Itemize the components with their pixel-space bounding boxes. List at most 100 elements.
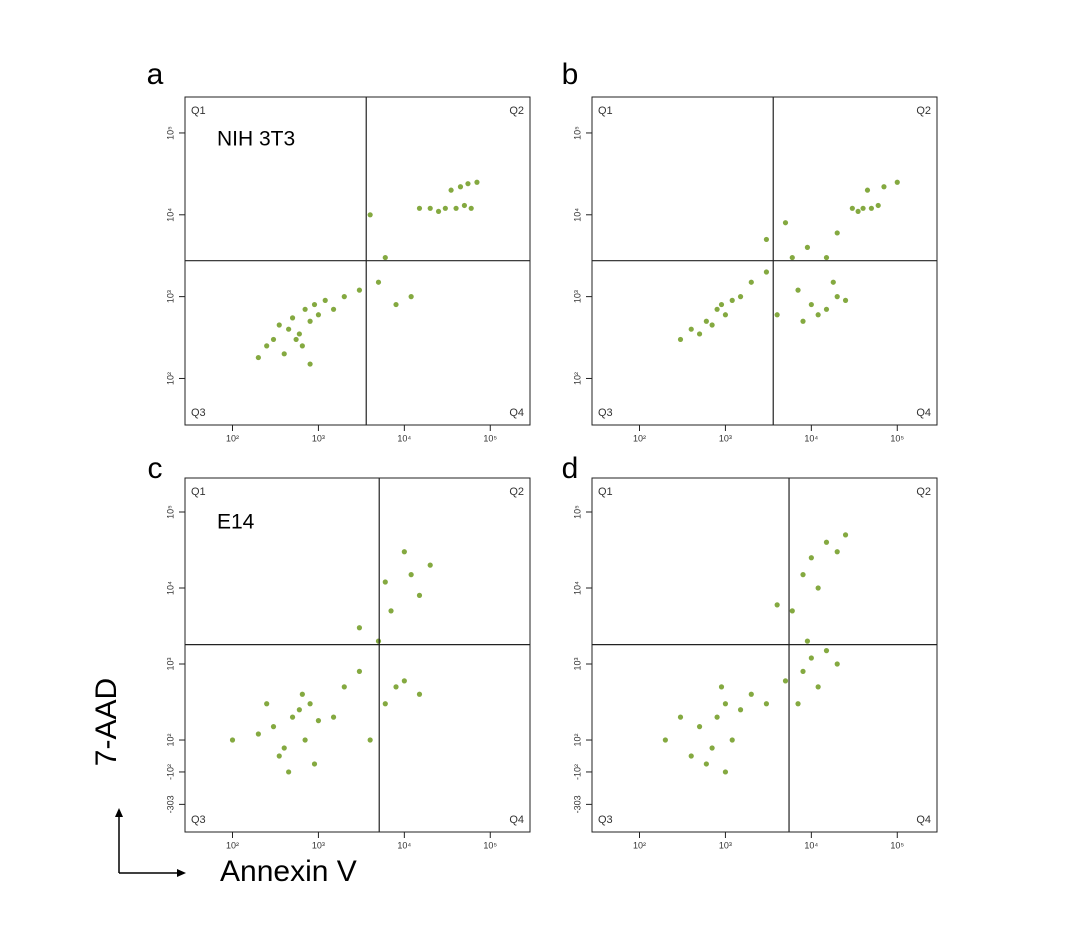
data-point — [729, 297, 735, 303]
data-point — [729, 737, 735, 743]
data-point — [688, 326, 694, 332]
y-tick-label: 10³ — [165, 658, 175, 671]
data-point — [276, 753, 282, 759]
y-tick-label: 10⁴ — [165, 208, 175, 222]
data-point — [722, 701, 729, 707]
data-point — [356, 287, 363, 293]
data-point — [815, 585, 821, 591]
data-point — [823, 539, 830, 545]
y-tick-label: 10⁵ — [165, 505, 175, 519]
data-point — [393, 301, 399, 308]
panel-letter: a — [147, 58, 164, 91]
data-point — [834, 294, 840, 300]
data-point — [427, 562, 433, 568]
data-point — [270, 724, 277, 730]
data-point — [795, 701, 801, 707]
data-point — [382, 579, 388, 585]
data-point — [302, 306, 308, 312]
y-tick-label: 10⁵ — [572, 126, 582, 140]
data-point — [714, 306, 720, 312]
data-point — [356, 625, 363, 631]
data-point — [307, 361, 313, 367]
x-tick-label: 10³ — [719, 433, 732, 443]
data-point — [356, 668, 363, 674]
data-point — [307, 701, 313, 707]
data-point — [677, 336, 684, 343]
data-point — [662, 737, 668, 743]
data-point — [296, 707, 302, 713]
plot-frame — [184, 477, 531, 833]
quadrant-label: Q2 — [916, 486, 931, 498]
data-point — [823, 648, 830, 654]
x-tick-label: 10⁵ — [890, 433, 904, 443]
data-point — [834, 661, 840, 667]
data-point — [718, 684, 725, 690]
data-point — [276, 322, 282, 328]
x-tick-label: 10⁴ — [397, 840, 411, 850]
data-point — [264, 701, 270, 707]
y-axis-label: 7-AAD — [90, 678, 123, 766]
data-point — [315, 718, 322, 724]
data-point — [375, 279, 382, 285]
data-point — [855, 208, 861, 215]
x-tick-label: 10² — [226, 433, 239, 443]
data-point — [416, 592, 423, 598]
data-point — [286, 769, 292, 775]
data-point — [688, 753, 694, 759]
data-point — [782, 678, 789, 684]
data-point — [286, 326, 292, 332]
data-point — [763, 236, 770, 243]
sample-label: NIH 3T3 — [217, 128, 295, 151]
data-point — [375, 638, 382, 644]
data-point — [782, 220, 789, 226]
data-point — [341, 684, 347, 690]
data-point — [401, 549, 407, 555]
data-point — [457, 184, 464, 190]
data-point — [465, 181, 471, 187]
data-point — [714, 714, 720, 720]
data-point — [296, 331, 302, 337]
quadrant-label: Q1 — [598, 105, 613, 117]
panel-letter: c — [148, 452, 163, 485]
y-tick-label: 10² — [572, 372, 582, 385]
quadrant-label: Q2 — [916, 105, 931, 117]
data-point — [330, 306, 337, 312]
y-tick-label: -303 — [572, 795, 582, 813]
x-tick-label: 10² — [226, 840, 239, 850]
quadrant-label: Q1 — [191, 486, 206, 498]
quadrant-label: Q2 — [509, 486, 524, 498]
x-tick-label: 10³ — [312, 433, 325, 443]
data-point — [804, 638, 811, 644]
data-point — [737, 294, 744, 300]
quadrant-label: Q3 — [598, 814, 613, 826]
panel-letter: d — [562, 452, 579, 485]
x-axis-label: Annexin V — [220, 855, 357, 888]
y-tick-label: 10⁴ — [572, 208, 582, 222]
data-point — [875, 202, 881, 209]
data-point — [823, 254, 830, 261]
data-point — [382, 701, 388, 707]
y-tick-label: -10² — [572, 764, 582, 780]
quadrant-label: Q1 — [598, 486, 613, 498]
quadrant-label: Q3 — [598, 407, 613, 419]
x-tick-label: 10⁴ — [804, 840, 818, 850]
data-point — [800, 572, 806, 578]
data-point — [815, 684, 821, 690]
data-point — [330, 714, 337, 720]
data-point — [264, 343, 270, 349]
data-point — [795, 287, 801, 293]
x-tick-label: 10² — [633, 433, 646, 443]
data-point — [774, 312, 780, 318]
data-point — [834, 230, 840, 236]
y-tick-label: -10² — [165, 764, 175, 780]
data-point — [289, 315, 296, 321]
y-tick-label: 10² — [572, 734, 582, 747]
data-point — [789, 608, 795, 614]
data-point — [718, 301, 725, 308]
panel-letter: b — [562, 58, 579, 91]
quadrant-label: Q4 — [916, 407, 931, 419]
data-point — [804, 244, 811, 250]
quadrant-label: Q4 — [509, 814, 524, 826]
data-point — [808, 555, 814, 561]
